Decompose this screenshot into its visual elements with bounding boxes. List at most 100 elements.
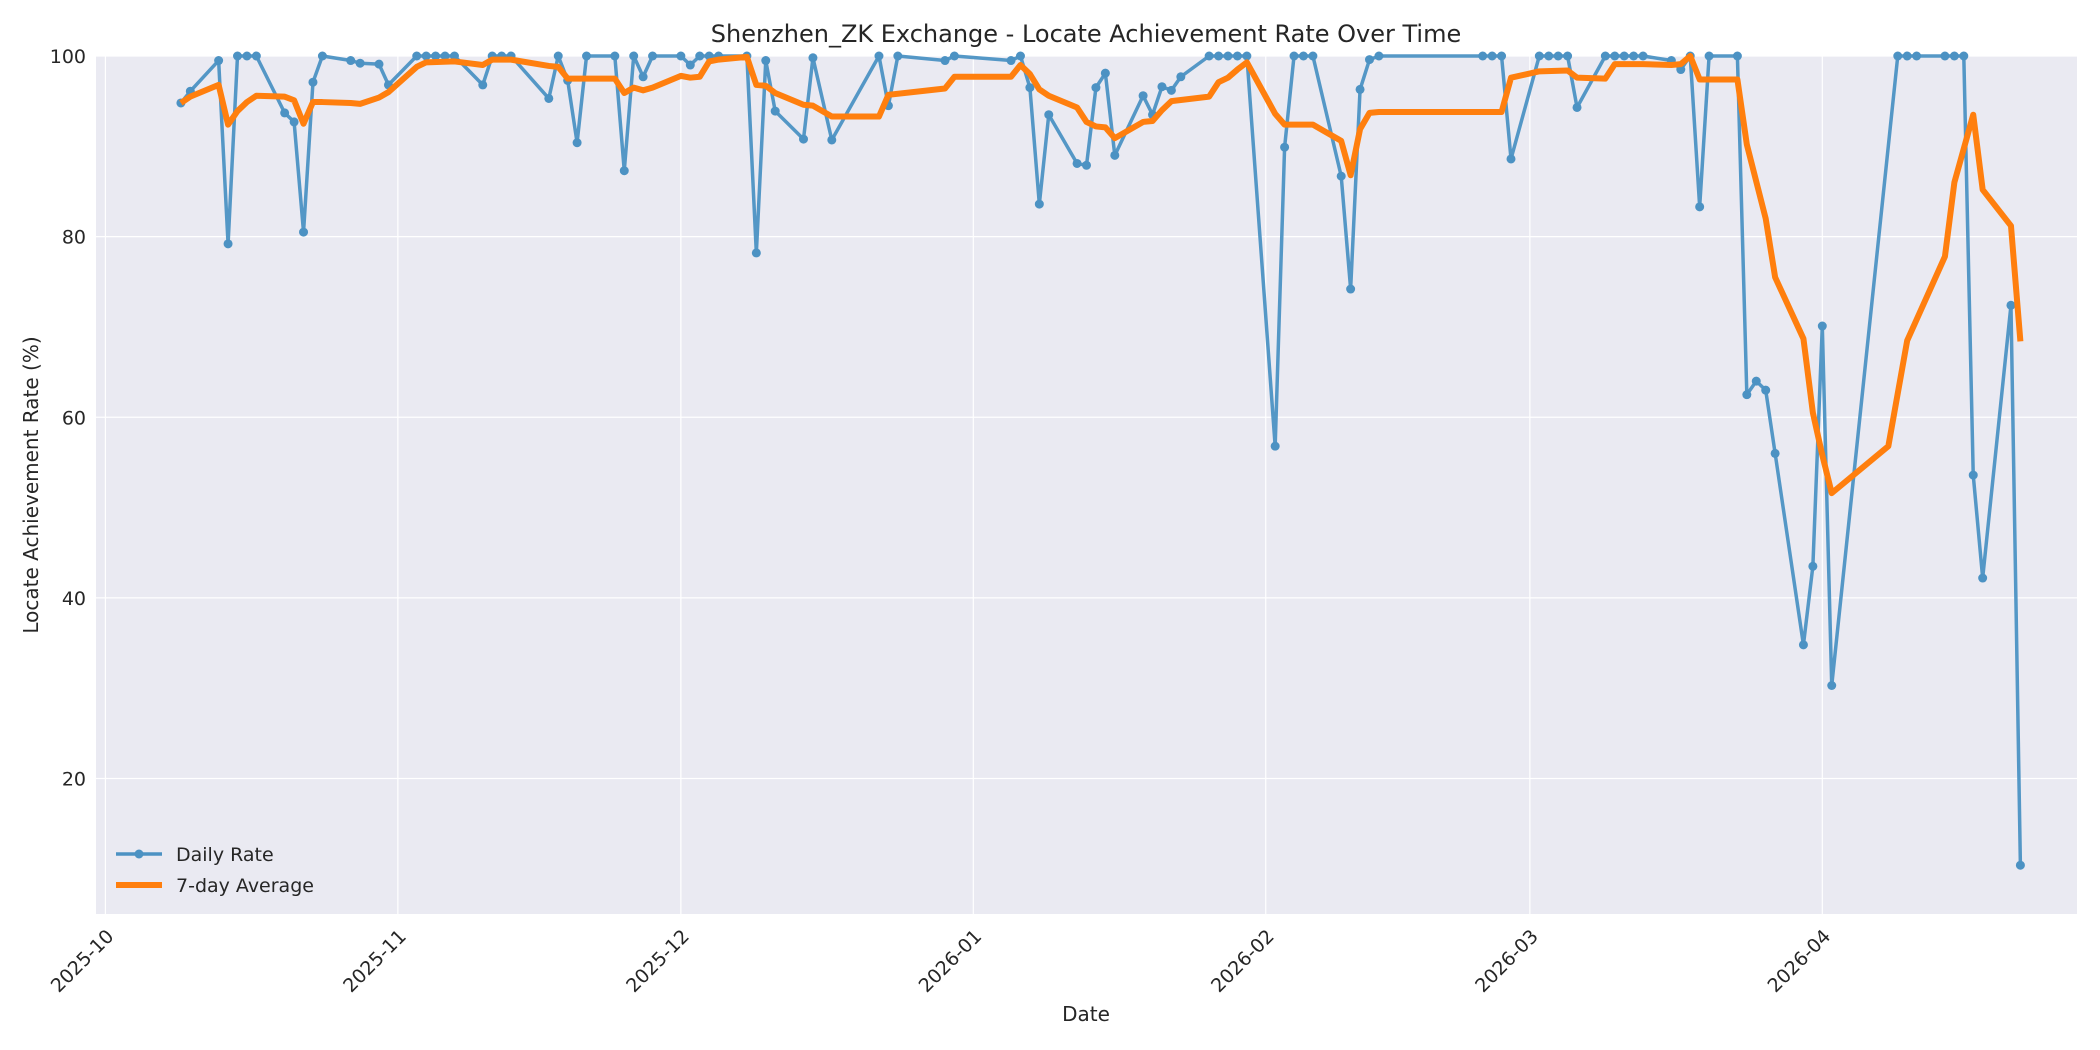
y-gridlines [96,55,2077,780]
series-7-day-average [179,53,2024,497]
daily-rate-point [1610,51,1620,61]
daily-rate-point [374,59,384,69]
daily-rate-point [1365,55,1374,65]
series-layer [176,51,2025,870]
daily-rate-point [1346,284,1356,294]
daily-rate-point [1100,68,1110,78]
daily-rate-point [1553,51,1563,61]
series-daily-rate [176,51,2025,870]
daily-rate-point [770,106,780,116]
daily-rate-point [1223,51,1233,61]
y-axis-label: Locate Achievement Rate (%) [19,336,43,633]
daily-rate-point [1157,82,1167,92]
daily-rate-point [1638,51,1648,61]
daily-rate-point [949,51,959,61]
legend-daily-marker [134,849,144,859]
daily-rate-point [308,77,318,87]
daily-rate-point [1044,110,1054,120]
daily-rate-point [478,80,488,90]
daily-rate-point [1006,56,1016,66]
daily-rate-point [1034,199,1044,209]
x-tick-label: 2025-11 [339,925,411,997]
daily-rate-point [610,51,620,61]
chart-title: Shenzhen_ZK Exchange - Locate Achievemen… [711,20,1462,48]
average-line [179,53,2024,497]
daily-rate-point [223,239,233,249]
daily-rate-point [1902,51,1912,61]
daily-rate-point [874,51,884,61]
daily-rate-point [940,56,950,66]
daily-rate-point [1091,83,1101,93]
daily-rate-point [1487,51,1497,61]
daily-rate-point [1110,150,1120,160]
plot-background [96,56,2077,914]
daily-rate-point [1232,51,1242,61]
daily-rate-point [1912,51,1922,61]
daily-rate-point [1355,84,1365,94]
daily-rate-point [808,53,818,63]
daily-rate-point [619,166,629,176]
daily-rate-point [676,51,686,61]
x-tick-label: 2025-10 [47,925,119,997]
daily-rate-point [1506,154,1516,164]
daily-rate-point [553,51,563,61]
daily-rate-point [1025,83,1035,93]
daily-rate-point [1893,51,1903,61]
daily-rate-point [1978,573,1988,583]
y-tick-label: 80 [62,227,86,249]
daily-rate-point [582,51,592,61]
x-tick-label: 2025-12 [622,925,694,997]
daily-rate-point [1270,441,1280,451]
daily-rate-point [251,51,261,61]
daily-rate-point [638,72,648,82]
daily-rate-point [289,117,299,127]
daily-rate-point [412,51,422,61]
daily-rate-point [1374,51,1384,61]
x-tick-label: 2026-03 [1471,925,1543,997]
daily-rate-point [1166,85,1176,95]
daily-rate-point [1817,321,1827,331]
daily-rate-point [317,51,327,61]
daily-rate-point [280,108,290,118]
daily-rate-point [1308,51,1318,61]
x-gridlines [104,56,1823,914]
daily-rate-point [299,227,309,237]
daily-rate-point [1204,51,1214,61]
daily-rate-point [1619,51,1629,61]
daily-rate-point [233,51,242,61]
daily-rate-point [695,51,705,61]
daily-rate-point [799,134,808,144]
daily-rate-point [1949,51,1959,61]
daily-rate-point [1742,390,1752,400]
daily-rate-point [431,51,441,61]
daily-rate-point [1827,681,1837,691]
daily-rate-point [1732,51,1742,61]
daily-rate-point [214,56,224,66]
daily-rate-point [1798,640,1808,650]
daily-rate-point [1563,51,1573,61]
daily-rate-point [1242,51,1252,61]
daily-rate-point [1298,51,1308,61]
daily-rate-point [1770,448,1780,458]
daily-rate-point [751,248,761,258]
daily-rate-point [1289,51,1299,61]
daily-rate-point [1704,51,1714,61]
daily-rate-point [421,51,431,61]
legend: Daily Rate 7-day Average [116,844,314,897]
daily-rate-point [242,51,252,61]
daily-rate-point [1600,51,1610,61]
x-tick-label: 2026-04 [1764,925,1836,997]
daily-rate-point [1629,51,1639,61]
daily-rate-point [1138,91,1148,101]
daily-rate-point [1751,376,1761,386]
daily-rate-point [1176,72,1186,82]
legend-average-label: 7-day Average [176,875,314,897]
daily-rate-point [355,58,365,68]
daily-rate-point [761,56,771,66]
x-tick-label: 2026-02 [1207,925,1279,997]
daily-rate-point [827,135,837,145]
daily-rate-point [449,51,459,61]
daily-rate-point [893,51,903,61]
daily-rate-point [1336,171,1346,181]
